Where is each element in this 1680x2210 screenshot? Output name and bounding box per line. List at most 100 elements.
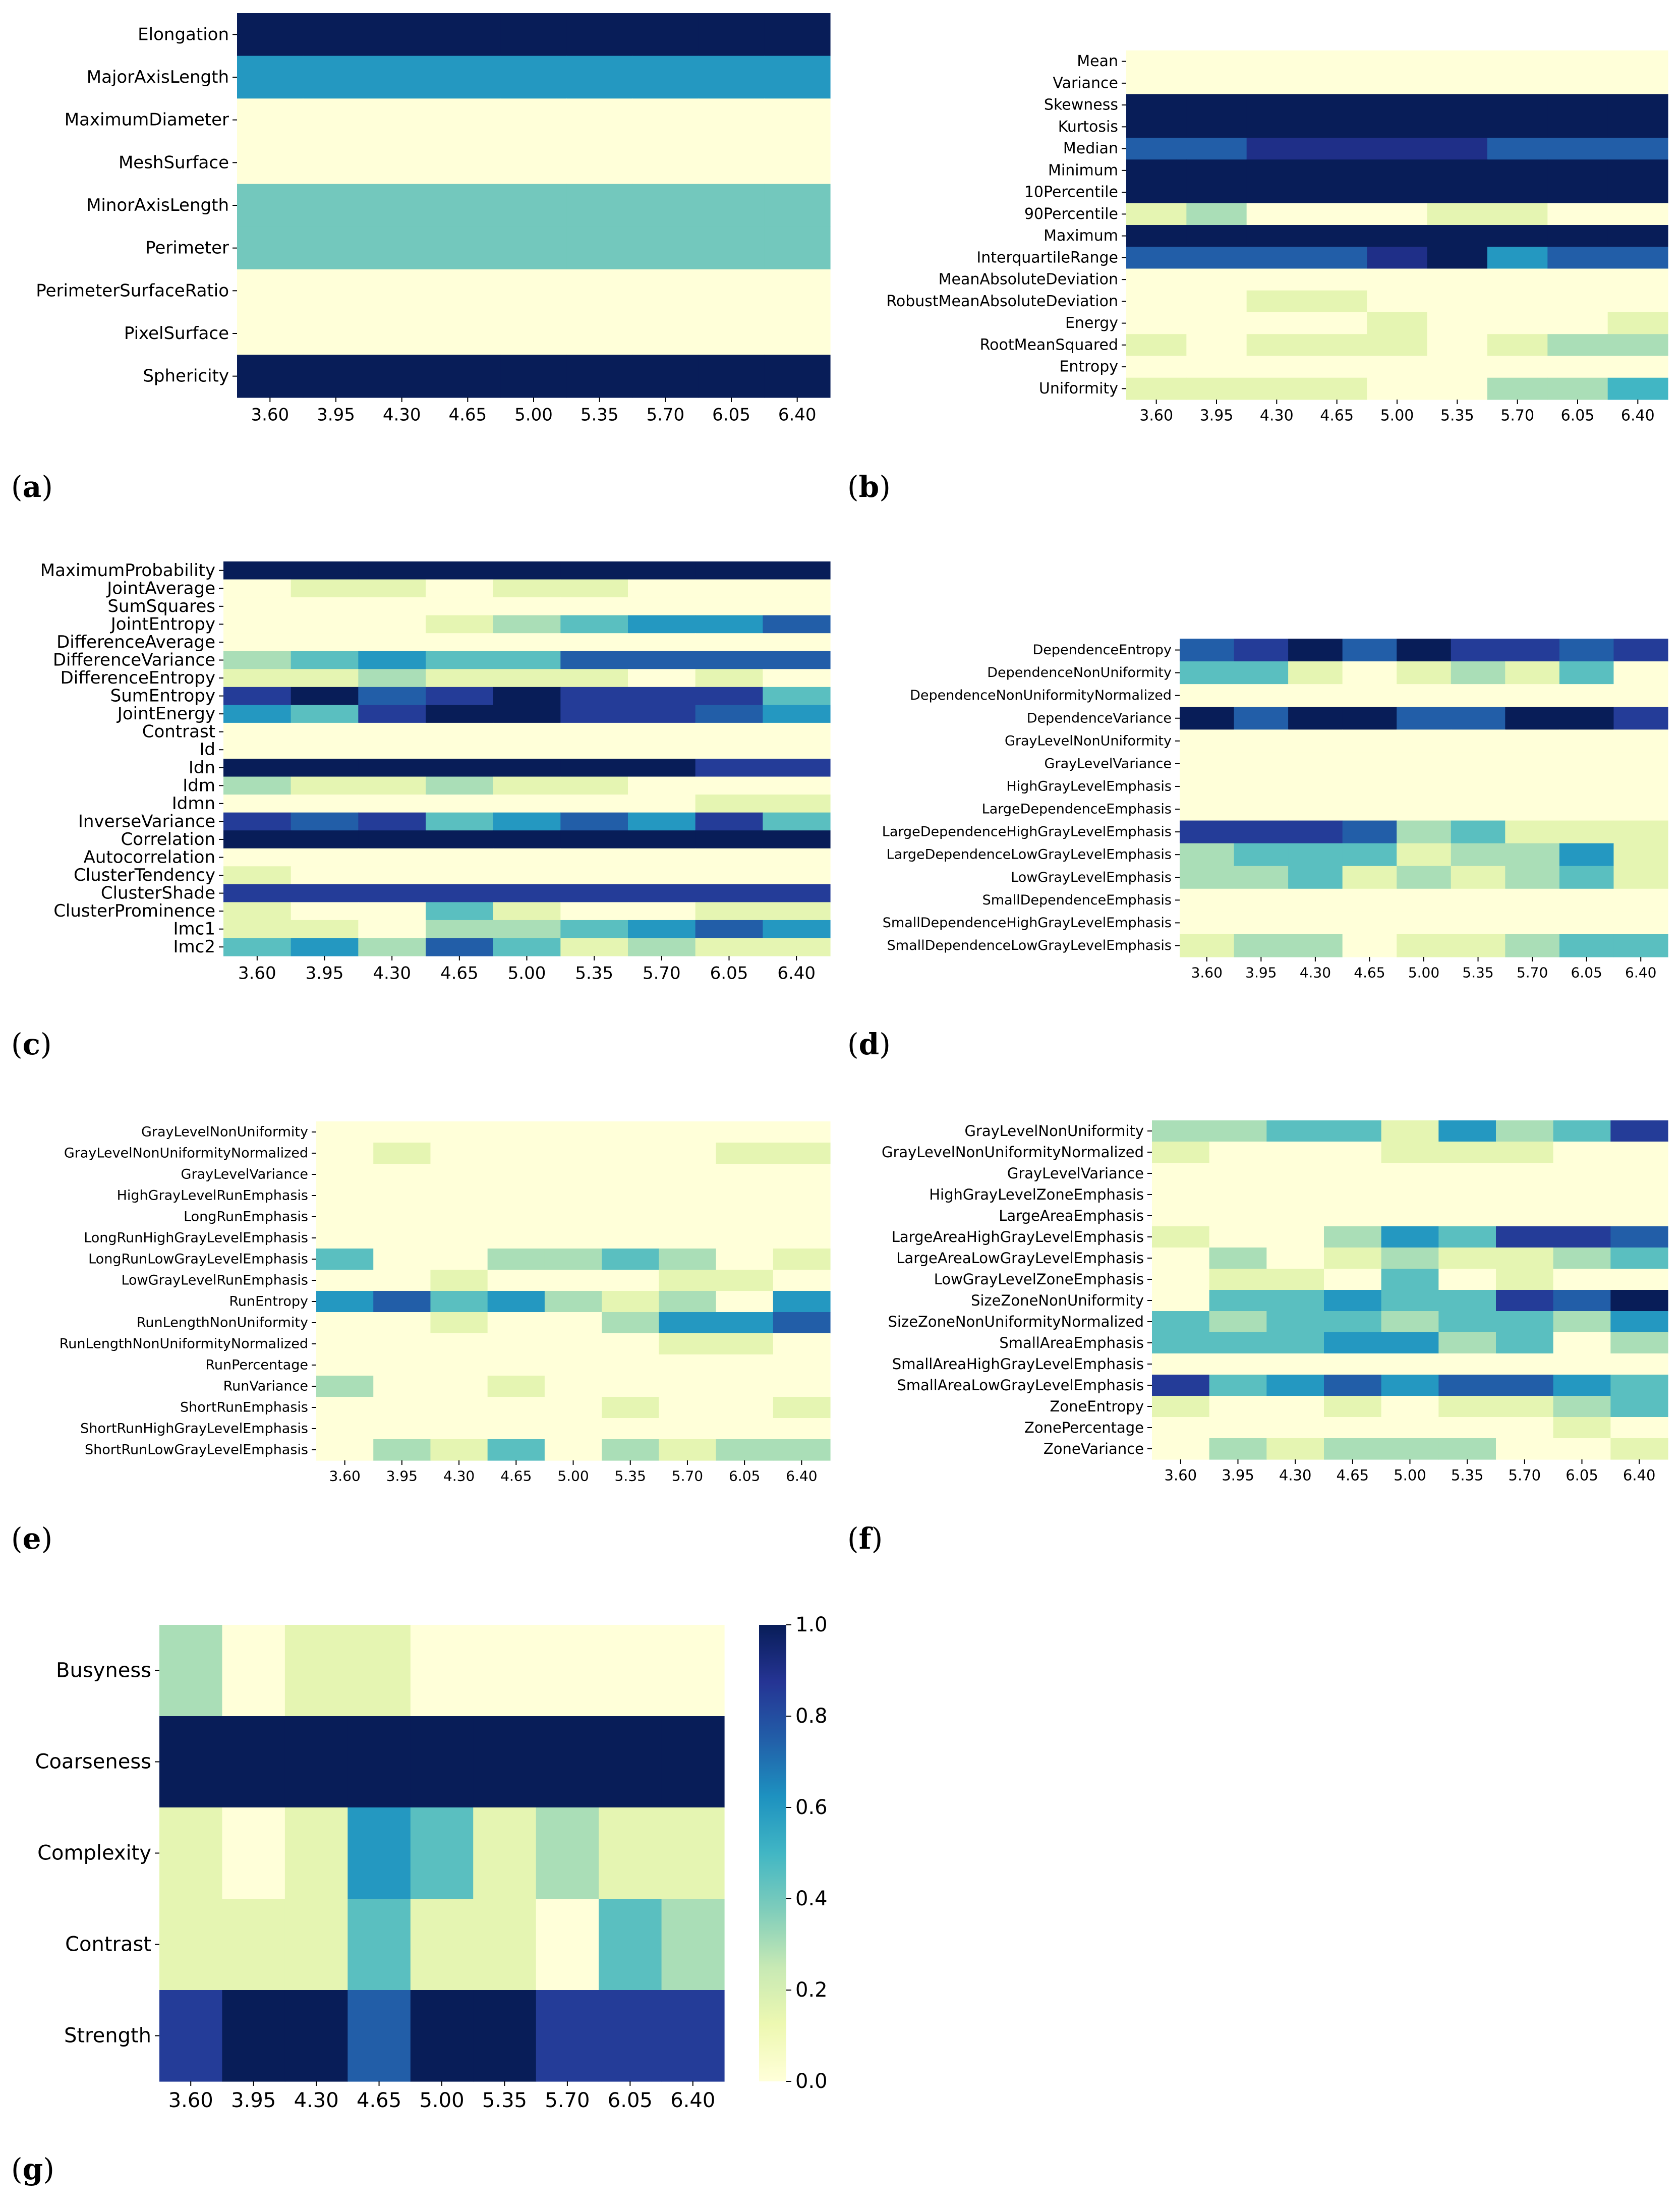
heatmap-cell — [1209, 1353, 1267, 1375]
heatmap-cell — [773, 1270, 831, 1291]
x-tick-label: 5.70 — [1500, 407, 1534, 425]
heatmap-cell — [487, 1439, 545, 1461]
y-tick-label: LowGrayLevelZoneEmphasis — [934, 1271, 1144, 1288]
x-tick-label: 3.60 — [168, 2089, 213, 2112]
heatmap-cell — [435, 226, 501, 270]
x-tick-label: 4.30 — [1260, 407, 1294, 425]
heatmap-cell — [763, 759, 831, 777]
heatmap-cell — [1613, 798, 1668, 821]
heatmap-cell — [1307, 247, 1367, 269]
heatmap-cell — [1613, 661, 1668, 685]
y-tick-label: LargeDependenceLowGrayLevelEmphasis — [887, 847, 1172, 863]
x-tick-label: 3.95 — [231, 2089, 276, 2112]
heatmap-cell — [303, 184, 369, 227]
heatmap-cell — [435, 13, 501, 56]
heatmap-cell — [1246, 377, 1307, 400]
x-tick-label: 5.00 — [1394, 1466, 1426, 1484]
heatmap-cell — [1234, 752, 1289, 776]
heatmap-cell — [1324, 1396, 1382, 1418]
heatmap-cell — [435, 355, 501, 398]
heatmap-cell — [566, 355, 633, 398]
x-tick-label: 3.60 — [1165, 1466, 1197, 1484]
heatmap-cell — [1397, 798, 1452, 821]
heatmap-cell — [1367, 50, 1428, 73]
heatmap-cell — [1126, 312, 1187, 334]
heatmap-cell — [487, 1270, 545, 1291]
heatmap-cell — [410, 1625, 474, 1717]
heatmap-cell — [764, 269, 831, 313]
heatmap-cell — [1487, 312, 1548, 334]
heatmap-cell — [1266, 1248, 1324, 1269]
x-tick-label: 6.40 — [1625, 964, 1656, 981]
heatmap-cell — [426, 687, 494, 705]
heatmap-cell — [659, 1312, 717, 1334]
heatmap-cell — [1397, 866, 1452, 889]
y-tick-label: SmallAreaLowGrayLevelEmphasis — [897, 1377, 1144, 1394]
heatmap-cell — [487, 1333, 545, 1355]
heatmap-cell — [1427, 356, 1488, 378]
heatmap-cell — [1288, 729, 1343, 753]
heatmap-cell — [291, 776, 359, 795]
heatmap-cell — [223, 795, 292, 813]
heatmap-cell — [500, 141, 567, 185]
x-tick-label: 5.70 — [672, 1467, 703, 1484]
heatmap-cell — [1307, 72, 1367, 95]
heatmap-cell — [763, 615, 831, 634]
heatmap-cell — [1180, 888, 1235, 912]
heatmap-cell — [316, 1312, 374, 1334]
heatmap-cell — [1234, 639, 1289, 662]
heatmap-cell — [1266, 1311, 1324, 1333]
heatmap-cell — [430, 1185, 488, 1207]
heatmap-cell — [566, 312, 633, 355]
heatmap-cell — [493, 687, 561, 705]
heatmap-cell — [1496, 1375, 1554, 1396]
heatmap-cell — [661, 1716, 725, 1808]
heatmap-cell — [316, 1227, 374, 1249]
heatmap-cell — [473, 1716, 537, 1808]
heatmap-cell — [560, 848, 628, 867]
heatmap-cell — [716, 1143, 774, 1164]
panel-label: (d) — [847, 1027, 891, 1061]
heatmap-cell — [1438, 1332, 1496, 1354]
heatmap-cell — [773, 1333, 831, 1355]
heatmap-cell — [1126, 116, 1187, 138]
panel-label: (f) — [847, 1521, 883, 1556]
heatmap-cell — [659, 1439, 717, 1461]
heatmap-cell — [316, 1376, 374, 1397]
heatmap-cell — [1152, 1205, 1210, 1227]
y-tick-label: DependenceNonUniformityNormalized — [910, 688, 1172, 703]
heatmap-cell — [1342, 752, 1397, 776]
heatmap-cell — [493, 561, 561, 580]
heatmap-cell — [1342, 934, 1397, 957]
heatmap-cell — [566, 13, 633, 56]
heatmap-cell — [544, 1291, 602, 1313]
heatmap-cell — [695, 830, 763, 849]
heatmap-cell — [430, 1164, 488, 1185]
heatmap-cell — [291, 848, 359, 867]
heatmap-cell — [1505, 934, 1560, 957]
heatmap-cell — [500, 269, 567, 313]
heatmap-cell — [237, 141, 304, 185]
heatmap-cell — [1451, 707, 1505, 730]
heatmap-cell — [1381, 1290, 1439, 1312]
heatmap-cell — [716, 1164, 774, 1185]
heatmap-cell — [1427, 72, 1488, 95]
heatmap-cell — [223, 579, 292, 598]
x-tick-label: 4.30 — [373, 963, 411, 983]
heatmap-cell — [316, 1249, 374, 1270]
heatmap-cell — [773, 1121, 831, 1143]
heatmap-cell — [1607, 268, 1668, 291]
heatmap-cell — [632, 141, 699, 185]
heatmap-cell — [560, 633, 628, 652]
heatmap-cell — [1266, 1142, 1324, 1163]
x-tick-label: 3.60 — [329, 1467, 360, 1484]
heatmap-cell — [473, 1625, 537, 1717]
heatmap-cell — [1324, 1269, 1382, 1290]
heatmap-cell — [1547, 116, 1608, 138]
heatmap-cell — [698, 13, 765, 56]
heatmap-cell — [1307, 268, 1367, 291]
heatmap-cell — [1246, 94, 1307, 117]
colorbar-tick-label: 0.0 — [795, 2070, 828, 2093]
heatmap-cell — [291, 687, 359, 705]
heatmap-cell — [316, 1354, 374, 1376]
